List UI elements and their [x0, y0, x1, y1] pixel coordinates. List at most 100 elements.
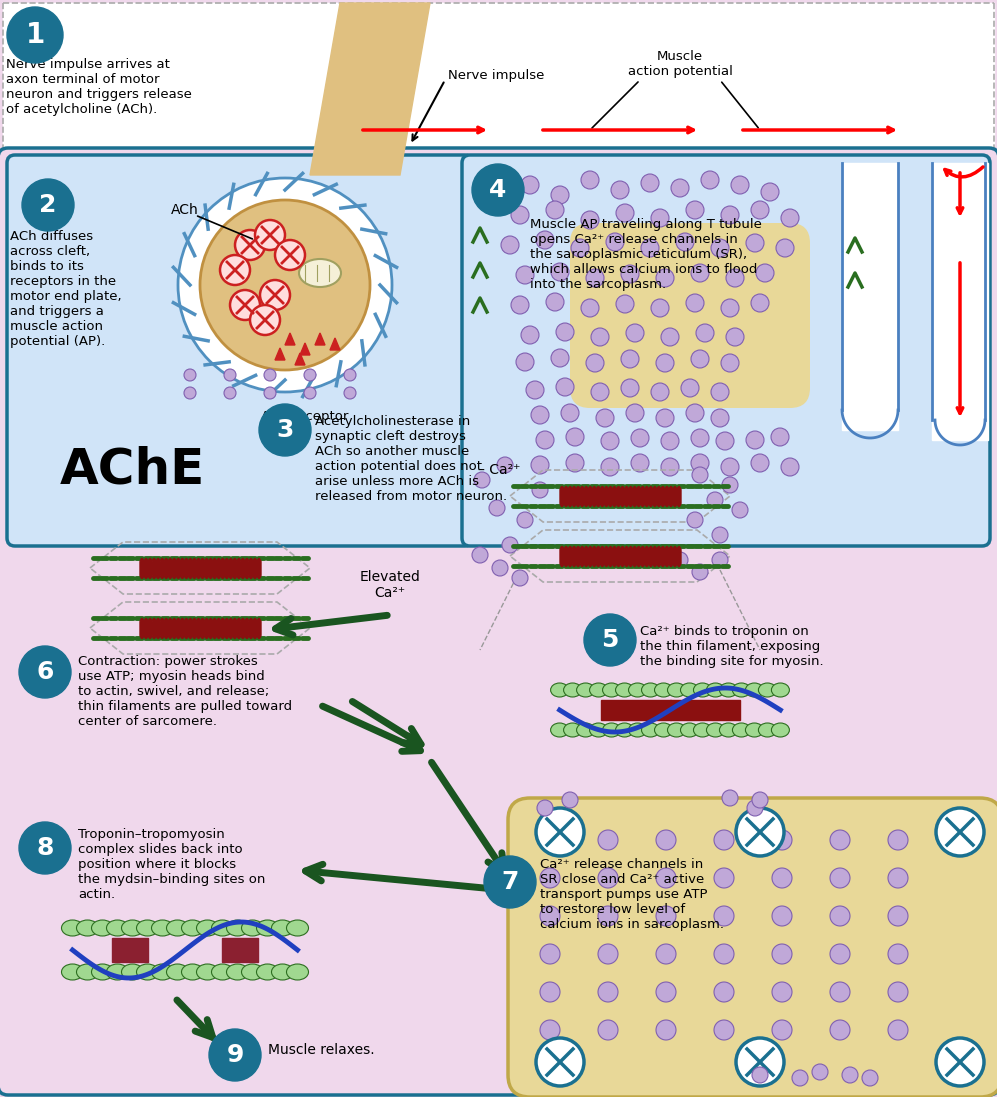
Circle shape	[792, 1070, 808, 1086]
Ellipse shape	[772, 683, 790, 697]
Circle shape	[830, 830, 850, 850]
Circle shape	[631, 454, 649, 472]
Circle shape	[656, 906, 676, 926]
Circle shape	[556, 378, 574, 396]
Text: ACh receptor: ACh receptor	[261, 410, 349, 423]
Circle shape	[661, 432, 679, 450]
Circle shape	[536, 1038, 584, 1086]
Circle shape	[526, 381, 544, 399]
Circle shape	[626, 324, 644, 342]
Circle shape	[721, 354, 739, 372]
Circle shape	[264, 369, 276, 381]
Circle shape	[581, 299, 599, 317]
Circle shape	[736, 808, 784, 856]
Circle shape	[474, 472, 490, 488]
Circle shape	[772, 945, 792, 964]
Polygon shape	[330, 338, 340, 350]
Polygon shape	[631, 705, 709, 715]
Text: 6: 6	[36, 660, 54, 685]
Ellipse shape	[166, 964, 188, 980]
Circle shape	[751, 201, 769, 219]
Circle shape	[656, 830, 676, 850]
Circle shape	[726, 269, 744, 287]
Circle shape	[275, 240, 305, 270]
Circle shape	[521, 176, 539, 194]
Circle shape	[581, 171, 599, 189]
Circle shape	[601, 432, 619, 450]
Circle shape	[584, 614, 636, 666]
Text: 7: 7	[501, 870, 518, 894]
Circle shape	[184, 369, 196, 381]
Ellipse shape	[226, 964, 248, 980]
Circle shape	[656, 945, 676, 964]
Circle shape	[888, 906, 908, 926]
Circle shape	[626, 404, 644, 422]
Circle shape	[656, 1020, 676, 1040]
Ellipse shape	[733, 683, 751, 697]
Circle shape	[936, 1038, 984, 1086]
Circle shape	[712, 527, 728, 543]
Circle shape	[726, 328, 744, 346]
Circle shape	[598, 945, 618, 964]
Circle shape	[492, 559, 508, 576]
Circle shape	[888, 945, 908, 964]
Ellipse shape	[759, 723, 777, 737]
Text: Troponin–tropomyosin
complex slides back into
position where it blocks
the mydsi: Troponin–tropomyosin complex slides back…	[78, 828, 265, 901]
Circle shape	[714, 906, 734, 926]
Circle shape	[714, 868, 734, 887]
Circle shape	[714, 1020, 734, 1040]
Circle shape	[687, 512, 703, 528]
Circle shape	[661, 328, 679, 346]
Ellipse shape	[602, 683, 620, 697]
Ellipse shape	[241, 920, 263, 936]
Circle shape	[746, 234, 764, 252]
Circle shape	[536, 231, 554, 249]
Ellipse shape	[628, 723, 646, 737]
Ellipse shape	[707, 723, 725, 737]
Circle shape	[692, 564, 708, 580]
Polygon shape	[842, 163, 898, 430]
Ellipse shape	[62, 964, 84, 980]
Circle shape	[517, 512, 533, 528]
Circle shape	[472, 547, 488, 563]
Circle shape	[888, 1020, 908, 1040]
Ellipse shape	[654, 683, 673, 697]
Circle shape	[736, 1038, 784, 1086]
Circle shape	[641, 174, 659, 192]
Circle shape	[691, 454, 709, 472]
Circle shape	[751, 454, 769, 472]
Circle shape	[220, 255, 250, 285]
Circle shape	[497, 457, 513, 473]
Circle shape	[598, 830, 618, 850]
Circle shape	[561, 404, 579, 422]
Circle shape	[344, 369, 356, 381]
Circle shape	[772, 982, 792, 1002]
Circle shape	[178, 178, 392, 392]
Circle shape	[512, 570, 528, 586]
Circle shape	[566, 428, 584, 446]
Ellipse shape	[107, 964, 129, 980]
Polygon shape	[670, 700, 740, 720]
Circle shape	[591, 383, 609, 402]
Text: – Ca²⁺: – Ca²⁺	[478, 463, 520, 477]
Circle shape	[656, 269, 674, 287]
Circle shape	[686, 404, 704, 422]
Circle shape	[936, 808, 984, 856]
Circle shape	[591, 328, 609, 346]
Ellipse shape	[681, 723, 699, 737]
Circle shape	[264, 387, 276, 399]
Ellipse shape	[641, 683, 660, 697]
Circle shape	[691, 429, 709, 446]
Circle shape	[596, 409, 614, 427]
Circle shape	[536, 808, 584, 856]
Polygon shape	[600, 700, 671, 720]
Circle shape	[711, 383, 729, 402]
Circle shape	[250, 305, 280, 335]
Ellipse shape	[694, 723, 712, 737]
Ellipse shape	[92, 920, 114, 936]
Circle shape	[209, 1029, 261, 1081]
Text: Ca²⁺ release channels in
SR close and Ca²⁺ active
transport pumps use ATP
to res: Ca²⁺ release channels in SR close and Ca…	[540, 858, 724, 931]
Ellipse shape	[211, 920, 233, 936]
Circle shape	[686, 294, 704, 312]
Ellipse shape	[196, 964, 218, 980]
